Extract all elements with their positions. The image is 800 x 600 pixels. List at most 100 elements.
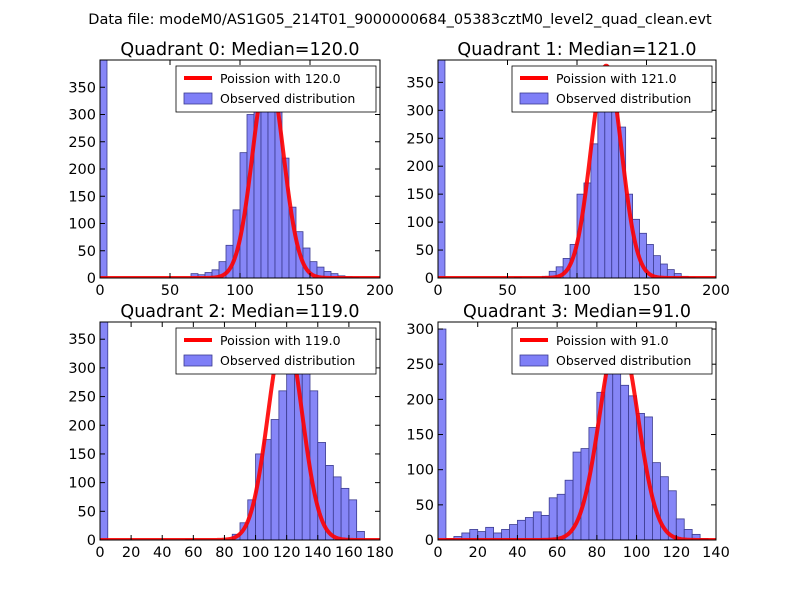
- x-tick-label: 120: [273, 545, 301, 561]
- y-tick-label: 0: [87, 533, 96, 549]
- y-tick-label: 350: [68, 332, 96, 348]
- x-tick-label: 180: [366, 545, 394, 561]
- histogram-bar: [278, 390, 288, 540]
- histogram-bar: [556, 493, 566, 540]
- histogram-bar: [438, 60, 446, 278]
- legend-bar-label: Observed distribution: [220, 353, 355, 368]
- y-tick-label: 350: [406, 75, 434, 91]
- poisson-curve: [100, 328, 380, 540]
- legend-bar-swatch: [519, 92, 549, 105]
- histogram-bar: [620, 384, 630, 540]
- y-tick-label: 250: [68, 390, 96, 406]
- x-tick-label: 200: [366, 283, 394, 299]
- y-tick-label: 250: [406, 131, 434, 147]
- legend: Poission with 121.0 Observed distribution: [511, 65, 713, 113]
- y-tick-label: 250: [68, 135, 96, 151]
- histogram-bar: [348, 499, 358, 540]
- y-tick-label: 150: [406, 428, 434, 444]
- subplot-title: Quadrant 3: Median=91.0: [463, 302, 691, 322]
- legend-line-label: Poission with 91.0: [556, 333, 669, 348]
- subplot-quadrant-1: Quadrant 1: Median=121.0 0 50 100 150 200 0 50 1…: [406, 40, 730, 299]
- y-tick-label: 100: [68, 217, 96, 233]
- x-tick-label: 40: [508, 545, 526, 561]
- y-tick-label: 350: [68, 80, 96, 96]
- x-tick-label: 0: [433, 545, 442, 561]
- x-tick-label: 80: [588, 545, 606, 561]
- legend-line-label: Poission with 121.0: [556, 71, 677, 86]
- y-tick-label: 200: [406, 392, 434, 408]
- y-tick-label: 250: [406, 357, 434, 373]
- y-tick-label: 300: [406, 103, 434, 119]
- y-tick-label: 100: [406, 215, 434, 231]
- x-tick-label: 20: [122, 545, 140, 561]
- x-tick-label: 140: [702, 545, 730, 561]
- x-tick-label: 50: [161, 283, 179, 299]
- x-tick-label: 100: [242, 545, 270, 561]
- x-tick-label: 50: [498, 283, 516, 299]
- y-tick-label: 150: [68, 447, 96, 463]
- poisson-curve: [438, 330, 716, 540]
- legend: Poission with 120.0 Observed distribution: [175, 65, 377, 113]
- subplot-title: Quadrant 0: Median=120.0: [120, 40, 359, 60]
- legend: Poission with 119.0 Observed distribution: [175, 327, 377, 375]
- y-tick-label: 50: [416, 243, 434, 259]
- x-tick-label: 200: [702, 283, 730, 299]
- histogram-bar: [262, 439, 272, 540]
- x-tick-label: 160: [335, 545, 363, 561]
- x-tick-label: 100: [226, 283, 254, 299]
- x-tick-label: 140: [304, 545, 332, 561]
- y-tick-label: 0: [87, 271, 96, 287]
- y-tick-label: 200: [406, 159, 434, 175]
- x-tick-label: 100: [563, 283, 591, 299]
- histogram-bar: [667, 490, 677, 540]
- histogram-bar: [524, 517, 534, 540]
- y-tick-label: 0: [425, 533, 434, 549]
- histogram-bar: [532, 511, 542, 540]
- x-tick-label: 80: [215, 545, 233, 561]
- figure-suptitle: Data file: modeM0/AS1G05_214T01_90000006…: [88, 12, 712, 28]
- subplot-title: Quadrant 1: Median=121.0: [457, 40, 696, 60]
- axes-frame: [437, 321, 717, 541]
- legend-bar-label: Observed distribution: [556, 91, 691, 106]
- histogram-bar: [540, 514, 550, 540]
- y-tick-label: 200: [68, 162, 96, 178]
- y-tick-label: 300: [68, 108, 96, 124]
- legend-bar-swatch: [183, 92, 213, 105]
- y-tick-label: 150: [68, 189, 96, 205]
- y-tick-label: 0: [425, 271, 434, 287]
- histogram-bar: [517, 519, 526, 540]
- histogram-bar: [597, 109, 606, 278]
- histogram-bar: [100, 322, 109, 540]
- x-tick-label: 0: [433, 283, 442, 299]
- y-tick-label: 100: [406, 463, 434, 479]
- x-tick-label: 150: [633, 283, 661, 299]
- y-tick-label: 150: [406, 187, 434, 203]
- y-tick-label: 300: [68, 361, 96, 377]
- histogram-bar: [612, 346, 622, 540]
- legend-line-label: Poission with 120.0: [220, 71, 341, 86]
- subplot-title: Quadrant 2: Median=119.0: [120, 302, 359, 322]
- legend-bar-swatch: [519, 354, 549, 367]
- histogram-bar: [628, 395, 637, 540]
- histogram-bar: [548, 497, 558, 540]
- x-tick-label: 20: [468, 545, 486, 561]
- x-tick-label: 40: [153, 545, 171, 561]
- legend-line-label: Poission with 119.0: [220, 333, 341, 348]
- x-tick-label: 0: [95, 545, 104, 561]
- legend-bar-swatch: [183, 354, 213, 367]
- x-tick-label: 120: [662, 545, 690, 561]
- histogram-bar: [270, 419, 280, 540]
- axes-frame: [99, 321, 381, 541]
- histogram-bar: [509, 524, 518, 540]
- histogram-bar: [340, 487, 350, 540]
- legend: Poission with 91.0 Observed distribution: [511, 327, 713, 375]
- legend-bar-label: Observed distribution: [220, 91, 355, 106]
- legend-bar-label: Observed distribution: [556, 353, 691, 368]
- histogram-bar: [590, 143, 599, 278]
- y-tick-label: 300: [406, 322, 434, 338]
- subplot-quadrant-0: Quadrant 0: Median=120.0 0 50 100 150 200 0 50 1…: [68, 40, 394, 299]
- subplot-quadrant-3: Quadrant 3: Median=91.0 0 20 40 60 80 100 120 14…: [406, 302, 730, 561]
- x-tick-label: 100: [623, 545, 651, 561]
- x-tick-label: 150: [296, 283, 324, 299]
- y-tick-label: 50: [78, 244, 96, 260]
